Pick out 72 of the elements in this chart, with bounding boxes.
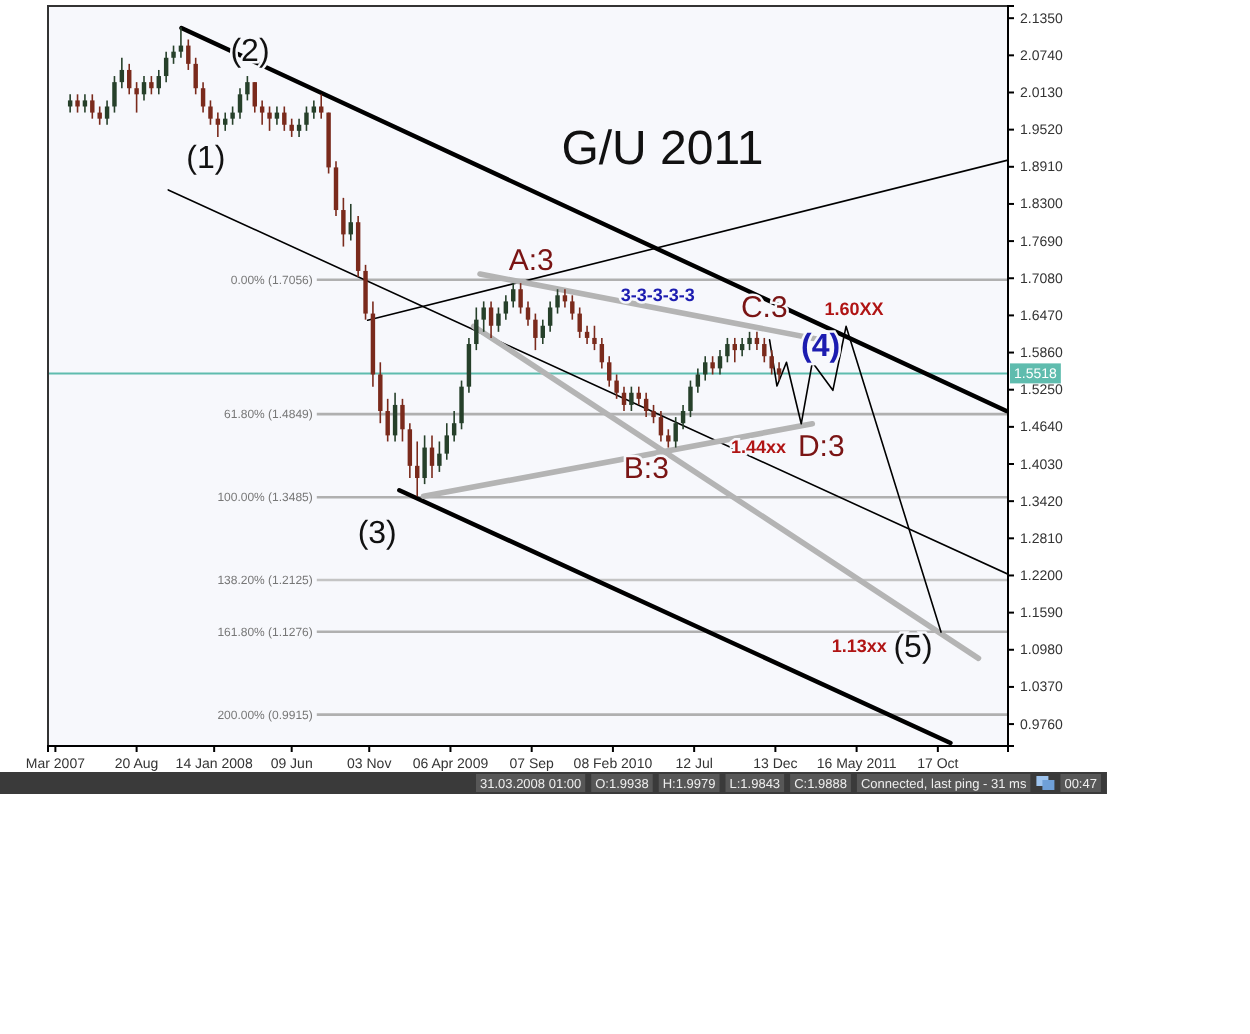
candlestick [259, 99, 265, 126]
candlestick [725, 337, 730, 364]
candlestick [769, 349, 774, 376]
candlestick [666, 428, 671, 449]
annotation: 3-3-3-3-3 [620, 285, 695, 305]
candlestick [474, 306, 479, 351]
candlestick [385, 398, 390, 443]
candlestick [688, 379, 693, 418]
candlestick [533, 312, 538, 351]
candlestick [208, 99, 213, 126]
candlestick [149, 75, 154, 96]
candlestick [466, 337, 472, 394]
candlestick [193, 56, 198, 96]
candlestick [437, 440, 442, 473]
annotation: A:3 [508, 243, 554, 278]
candlestick [400, 398, 405, 443]
candlestick [444, 422, 449, 461]
candlestick [134, 81, 139, 114]
candlestick [762, 337, 767, 364]
candlestick [267, 105, 272, 132]
annotation: (3) [357, 517, 397, 552]
candlestick [237, 87, 243, 120]
annotation: 1.13xx [831, 636, 887, 657]
candlestick [289, 117, 294, 138]
candlestick [614, 373, 619, 400]
candlestick [518, 282, 523, 315]
candlestick [311, 99, 317, 120]
candlestick [503, 294, 509, 321]
candlestick [525, 300, 531, 327]
candlestick [341, 197, 346, 248]
candlestick [710, 355, 715, 376]
candlestick [555, 288, 560, 315]
candlestick [282, 105, 287, 132]
candlestick [481, 300, 486, 333]
candlestick [319, 93, 324, 120]
annotation: B:3 [623, 452, 669, 487]
text: G/U 2011 [561, 122, 764, 176]
candlestick [104, 99, 110, 126]
annotation: (1) [186, 142, 226, 177]
annotation: (4) [801, 329, 841, 364]
candlestick [75, 93, 80, 114]
annotation: D:3 [797, 430, 845, 465]
annotation: (5) [893, 631, 933, 666]
candlestick [378, 361, 383, 424]
candlestick [90, 93, 95, 120]
candlestick [651, 404, 656, 424]
candlestick [112, 75, 117, 114]
candlestick [459, 379, 464, 431]
candlestick [577, 306, 582, 339]
candlestick [488, 300, 494, 339]
candlestick [747, 331, 752, 351]
candlestick [570, 294, 575, 321]
annotation: 1.60XX [824, 298, 884, 319]
candlestick [333, 160, 339, 217]
candlestick [695, 367, 701, 394]
candlestick [607, 355, 612, 388]
candlestick [547, 300, 553, 333]
candlestick [629, 385, 634, 412]
candlestick [186, 38, 191, 71]
candlestick [496, 306, 501, 333]
candlestick [171, 44, 176, 65]
candlestick [422, 434, 427, 485]
candlestick [363, 264, 368, 321]
candlestick [592, 324, 597, 351]
candlestick [673, 416, 678, 449]
candlestick [245, 75, 250, 102]
candlestick [230, 105, 235, 126]
annotation: C.3 [740, 290, 788, 325]
candlestick [407, 422, 413, 479]
candlestick [97, 105, 102, 126]
candlestick [304, 105, 309, 132]
annotation: 1.44xx [730, 436, 787, 457]
